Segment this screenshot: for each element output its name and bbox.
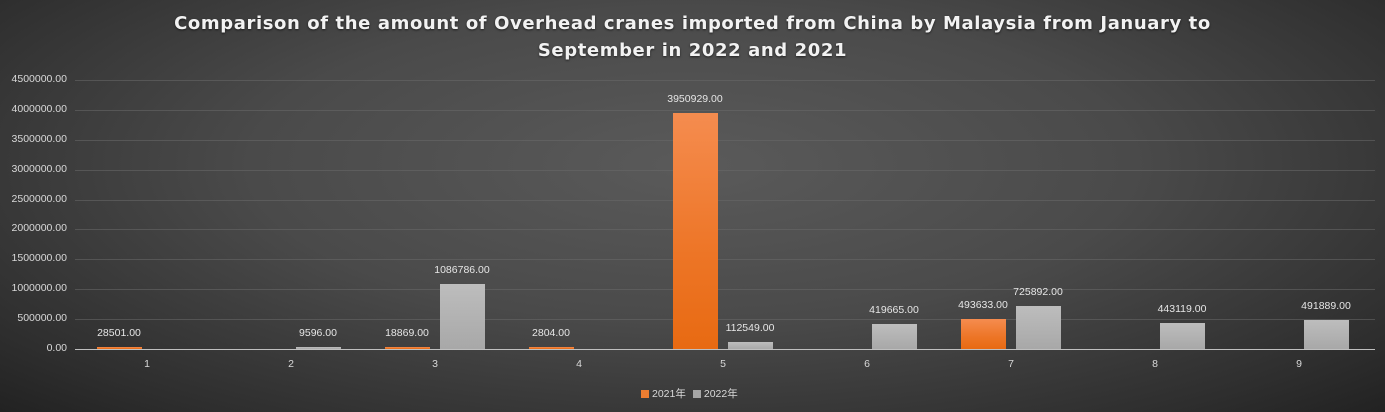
gridline	[75, 259, 1375, 260]
bar-2022-month-3[interactable]	[440, 284, 485, 349]
bar-2021-month-1[interactable]	[97, 347, 142, 349]
legend-swatch-2022	[692, 389, 701, 398]
y-axis-tick-label: 4000000.00	[11, 103, 67, 115]
gridline	[75, 170, 1375, 171]
y-axis-tick-label: 2000000.00	[11, 222, 67, 234]
legend-item-2021[interactable]: 2021年	[641, 386, 686, 401]
data-label: 725892.00	[1013, 285, 1063, 298]
y-axis-tick-label: 3000000.00	[11, 163, 67, 175]
bar-2021-month-7[interactable]	[961, 319, 1006, 349]
data-label: 18869.00	[385, 327, 429, 339]
gridline	[75, 319, 1375, 320]
bar-2022-month-5[interactable]	[728, 342, 773, 349]
y-axis-tick-label: 500000.00	[17, 312, 67, 324]
legend-swatch-2021	[641, 389, 649, 398]
y-axis-tick-label: 0.00	[46, 342, 67, 354]
data-label: 443119.00	[1157, 302, 1207, 315]
bar-2021-month-4[interactable]	[529, 347, 574, 349]
bar-2022-month-2[interactable]	[296, 347, 341, 349]
bar-2022-month-8[interactable]	[1160, 322, 1205, 349]
legend: 2021年 2022年	[641, 386, 741, 401]
y-axis-tick-label: 4500000.00	[11, 73, 67, 85]
chart-title: Comparison of the amount of Overhead cra…	[0, 10, 1385, 64]
y-axis-tick-label: 1500000.00	[11, 252, 67, 264]
x-axis-tick-label: 5	[720, 358, 726, 370]
gridline	[75, 200, 1375, 201]
gridline	[75, 229, 1375, 230]
x-axis-tick-label: 9	[1296, 358, 1302, 370]
x-axis-tick-label: 8	[1152, 358, 1158, 370]
bar-2022-month-6[interactable]	[872, 323, 917, 349]
bar-2021-month-5[interactable]	[673, 112, 718, 349]
legend-label-2021: 2021年	[652, 388, 686, 400]
chart-title-line-2: September in 2022 and 2021	[537, 40, 848, 61]
gridline	[75, 80, 1375, 81]
chart-title-line-1: Comparison of the amount of Overhead cra…	[174, 13, 1211, 34]
gridline	[75, 110, 1375, 111]
y-axis-tick-label: 2500000.00	[11, 193, 67, 205]
data-label: 1086786.00	[434, 264, 490, 277]
y-axis-tick-label: 1000000.00	[11, 282, 67, 294]
data-label: 112549.00	[725, 322, 775, 335]
gridline	[75, 289, 1375, 290]
data-label: 3950929.00	[667, 92, 723, 105]
data-label: 9596.00	[299, 327, 337, 339]
bar-2021-month-3[interactable]	[385, 347, 430, 349]
legend-item-2022[interactable]: 2022年	[692, 386, 738, 401]
bar-2022-month-7[interactable]	[1016, 305, 1061, 349]
x-axis-tick-label: 2	[288, 358, 294, 370]
y-axis-tick-label: 3500000.00	[11, 133, 67, 145]
x-axis-tick-label: 4	[576, 358, 582, 370]
bar-2022-month-9[interactable]	[1304, 319, 1349, 349]
data-label: 2804.00	[532, 327, 570, 339]
gridline	[75, 140, 1375, 141]
data-label: 419665.00	[869, 303, 919, 316]
x-axis-tick-label: 3	[432, 358, 438, 370]
x-axis-tick-label: 7	[1008, 358, 1014, 370]
data-label: 28501.00	[97, 327, 141, 339]
x-axis-tick-label: 6	[864, 358, 870, 370]
data-label: 493633.00	[958, 299, 1008, 312]
legend-label-2022: 2022年	[703, 388, 738, 400]
x-axis-line	[75, 349, 1375, 350]
x-axis-tick-label: 1	[144, 358, 150, 370]
data-label: 491889.00	[1301, 299, 1351, 312]
